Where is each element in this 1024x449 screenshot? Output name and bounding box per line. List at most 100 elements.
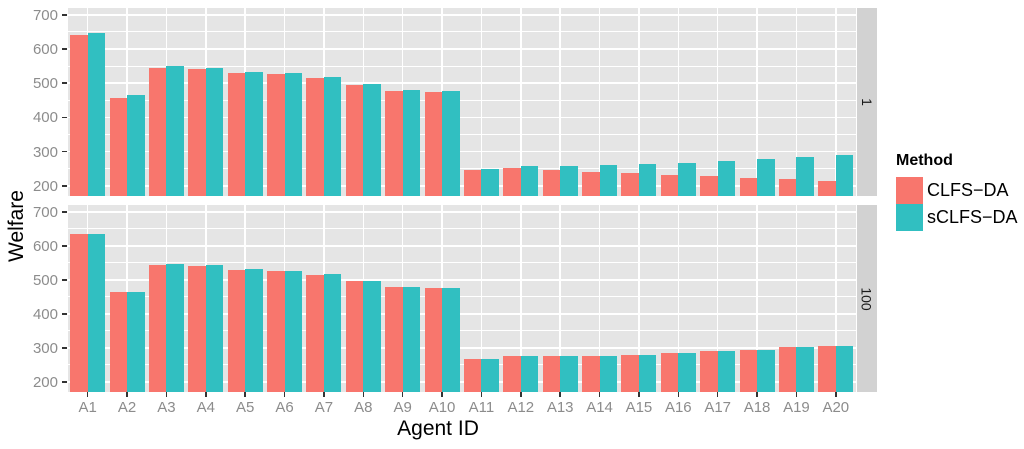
bar bbox=[835, 345, 854, 392]
bar bbox=[739, 177, 758, 196]
x-tick-label: A3 bbox=[157, 399, 176, 416]
gridline-vertical bbox=[677, 8, 680, 196]
gridline-major bbox=[68, 14, 856, 16]
x-axis-tick bbox=[86, 392, 89, 397]
x-axis-tick bbox=[598, 392, 601, 397]
bar bbox=[599, 355, 618, 392]
gridline-minor bbox=[68, 65, 856, 67]
legend-entry: CLFS−DA bbox=[896, 177, 1018, 204]
bar bbox=[70, 234, 88, 392]
x-tick-label: A10 bbox=[428, 399, 456, 416]
bar bbox=[796, 347, 814, 392]
y-tick-label: 500 bbox=[32, 75, 58, 93]
gridline-major bbox=[68, 82, 856, 84]
facet-strip-bottom: 100 bbox=[857, 205, 877, 392]
bar bbox=[323, 77, 342, 196]
x-axis-title: Agent ID bbox=[397, 417, 479, 440]
x-axis-tick bbox=[559, 392, 561, 397]
x-tick-label: A17 bbox=[704, 399, 732, 416]
bar bbox=[700, 175, 718, 196]
x-axis-tick bbox=[441, 392, 443, 397]
gridline-minor bbox=[68, 296, 856, 298]
gridline-vertical bbox=[835, 205, 837, 392]
y-axis-tick bbox=[62, 347, 67, 349]
y-axis-tick bbox=[62, 116, 67, 119]
x-axis-tick bbox=[401, 392, 404, 397]
gridline-vertical bbox=[638, 205, 640, 392]
bar bbox=[424, 288, 443, 392]
gridline-major bbox=[68, 48, 856, 50]
gridline-vertical bbox=[756, 205, 758, 392]
bar bbox=[778, 178, 797, 196]
x-tick-label: A6 bbox=[275, 399, 294, 416]
bar bbox=[520, 165, 539, 196]
bar bbox=[560, 166, 578, 196]
bar bbox=[739, 349, 758, 392]
gridline-major bbox=[68, 245, 856, 247]
gridline-vertical bbox=[559, 205, 561, 392]
gridline-major bbox=[68, 313, 856, 315]
gridline-major bbox=[68, 116, 856, 119]
bar bbox=[778, 347, 797, 392]
bar bbox=[542, 169, 561, 196]
x-axis-tick bbox=[677, 392, 680, 397]
x-tick-label: A2 bbox=[117, 399, 137, 416]
y-tick-label: 300 bbox=[32, 143, 58, 161]
gridline-vertical bbox=[480, 205, 483, 392]
x-tick-label: A14 bbox=[586, 399, 613, 416]
y-axis-tick bbox=[62, 279, 67, 281]
bar bbox=[424, 92, 443, 196]
gridline-minor bbox=[68, 133, 856, 135]
legend-entry: sCLFS−DA bbox=[896, 204, 1018, 231]
bar bbox=[542, 356, 561, 392]
x-tick-label: A8 bbox=[354, 399, 373, 416]
bar bbox=[345, 281, 364, 392]
y-tick-label: 600 bbox=[32, 41, 58, 59]
y-axis-tick bbox=[62, 313, 67, 315]
x-axis-tick bbox=[323, 392, 325, 397]
legend-label-clfs-da: CLFS−DA bbox=[927, 180, 1009, 200]
facet-strip-top: 1 bbox=[857, 8, 877, 196]
gridline-major bbox=[68, 211, 856, 213]
gridline-minor bbox=[68, 99, 856, 101]
bar bbox=[70, 34, 88, 196]
gridline-vertical bbox=[795, 205, 798, 392]
gridline-vertical bbox=[638, 8, 640, 196]
bar bbox=[109, 292, 128, 392]
legend-swatch-sclfs-da bbox=[896, 204, 923, 231]
bar bbox=[323, 274, 342, 392]
bar bbox=[463, 359, 482, 392]
x-axis-tick bbox=[205, 392, 207, 397]
bar bbox=[188, 265, 206, 392]
y-axis-tick bbox=[62, 82, 67, 84]
x-tick-label: A19 bbox=[783, 399, 810, 416]
y-axis-tick bbox=[62, 184, 67, 187]
gridline-minor bbox=[68, 168, 856, 170]
x-tick-label: A1 bbox=[78, 399, 97, 416]
bar bbox=[560, 356, 578, 392]
y-tick-label: 200 bbox=[32, 373, 58, 391]
bar bbox=[582, 171, 600, 196]
y-tick-label: 700 bbox=[32, 6, 58, 24]
gridline-minor bbox=[68, 228, 856, 230]
bar bbox=[660, 174, 679, 196]
facet-strip-label: 100 bbox=[859, 286, 876, 311]
bar bbox=[245, 71, 263, 196]
gridline-minor bbox=[68, 262, 856, 264]
x-axis-tick bbox=[795, 392, 798, 397]
gridline-vertical bbox=[716, 205, 719, 392]
bar bbox=[345, 84, 364, 196]
bar bbox=[638, 164, 657, 196]
bar bbox=[442, 287, 460, 392]
x-tick-label: A7 bbox=[314, 399, 334, 416]
x-tick-label: A4 bbox=[196, 399, 215, 416]
y-tick-label: 200 bbox=[32, 177, 58, 195]
x-tick-label: A9 bbox=[393, 399, 412, 416]
bar bbox=[503, 355, 521, 392]
bar bbox=[284, 72, 303, 196]
x-axis-tick bbox=[480, 392, 483, 397]
x-axis-tick bbox=[362, 392, 365, 397]
gridline-major bbox=[68, 184, 856, 187]
gridline-vertical bbox=[480, 8, 483, 196]
